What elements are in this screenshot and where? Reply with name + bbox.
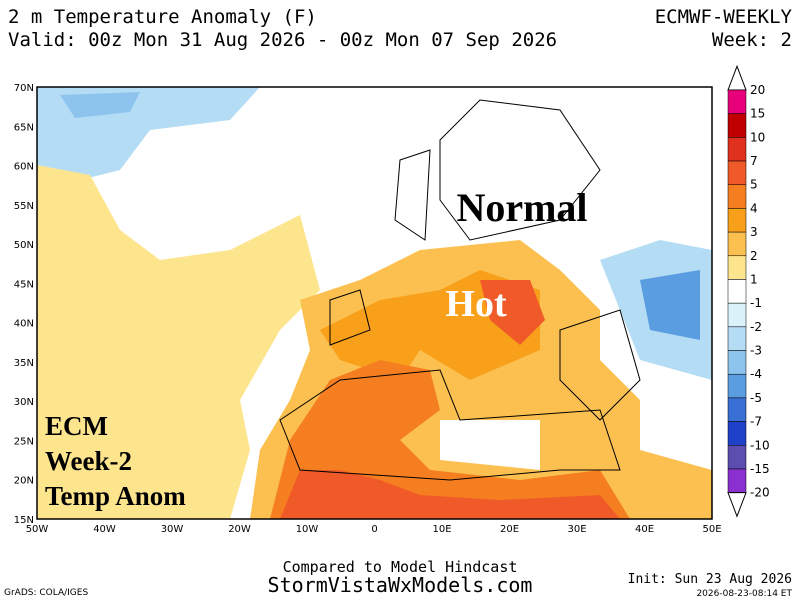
map: Normal Hot ECM Week-2 Temp Anom [36, 86, 713, 520]
colorbar-label: 2 [750, 249, 758, 263]
lat-label: 70N [14, 83, 34, 94]
colorbar-box [727, 255, 747, 280]
lon-label: 40E [635, 524, 654, 535]
neutral-area [440, 420, 540, 470]
map-frame [36, 86, 713, 520]
colorbar-label: -20 [750, 486, 770, 500]
colorbar-box [727, 373, 747, 399]
colorbar-box [727, 184, 747, 209]
lon-label: 20W [228, 524, 251, 535]
cool-area [640, 270, 700, 340]
title: 2 m Temperature Anomaly (F) [8, 6, 317, 28]
overlay-text: Temp Anom [45, 481, 186, 511]
colorbar: 20 15 10 7 5 4 3 2 1 -1 -2 -3 -4 -5 -7 -10 -15 -20 [727, 64, 770, 518]
colorbar-label: -15 [750, 462, 770, 476]
colorbar-box [727, 397, 747, 422]
lon-label: 50W [26, 524, 49, 535]
colorbar-box [727, 208, 747, 233]
lon-label: 30E [567, 524, 586, 535]
hot-area [280, 470, 620, 519]
init: Init: Sun 23 Aug 2026 [628, 572, 792, 587]
colorbar-box [727, 468, 747, 493]
lon-label: 50E [702, 524, 721, 535]
week: Week: 2 [712, 29, 792, 51]
warm-area [37, 165, 320, 519]
overlay-text: Week-2 [45, 446, 132, 476]
colorbar-label: 20 [750, 83, 765, 97]
colorbar-box [727, 113, 747, 138]
colorbar-box [727, 279, 747, 304]
colorbar-label: -4 [750, 367, 762, 381]
colorbar-box [727, 231, 747, 257]
model: ECMWF-WEEKLY [655, 6, 793, 28]
lon-label: 20E [500, 524, 519, 535]
colorbar-cap [727, 64, 747, 91]
lon-label: 10E [432, 524, 451, 535]
lat-label: 15N [14, 515, 34, 526]
lat-label: 65N [14, 122, 34, 133]
colorbar-label: -1 [750, 296, 762, 310]
colorbar-box [727, 421, 747, 446]
credit: GrADS: COLA/IGES [4, 588, 88, 598]
lat-label: 45N [14, 279, 34, 290]
colorbar-box [727, 326, 747, 351]
colorbar-label: 4 [750, 201, 758, 215]
colorbar-cap [727, 492, 747, 518]
colorbar-label: 7 [750, 154, 758, 168]
lat-label: 40N [14, 319, 34, 330]
lat-label: 30N [14, 397, 34, 408]
colorbar-label: 5 [750, 178, 758, 192]
colorbar-label: 15 [750, 107, 765, 121]
annotation-normal: Normal [456, 185, 587, 230]
annotation-hot: Hot [445, 283, 507, 325]
colorbar-label: 10 [750, 130, 765, 144]
overlay-text: ECM [45, 411, 108, 441]
colorbar-box [727, 89, 747, 114]
hindcast-note: Compared to Model Hindcast [283, 558, 518, 576]
lon-label: 30W [161, 524, 184, 535]
colorbar-box [727, 302, 747, 328]
valid-time: Valid: 00z Mon 31 Aug 2026 - 00z Mon 07 … [8, 29, 557, 51]
coastline [279, 99, 641, 481]
stamp: 2026-08-23-08:14 ET [696, 589, 792, 599]
lon-label: 10W [296, 524, 319, 535]
colorbar-label: -2 [750, 320, 762, 334]
colorbar-label: -3 [750, 344, 762, 358]
colorbar-box [727, 160, 747, 185]
colorbar-box [727, 137, 747, 162]
lat-label: 20N [14, 476, 34, 487]
lat-label: 55N [14, 201, 34, 212]
lat-label: 25N [14, 436, 34, 447]
lat-label: 50N [14, 240, 34, 251]
colorbar-box [727, 350, 747, 375]
lat-label: 60N [14, 162, 34, 173]
lon-label: 0 [371, 524, 377, 535]
colorbar-label: 3 [750, 225, 758, 239]
colorbar-label: -10 [750, 438, 770, 452]
colorbar-label: -5 [750, 391, 762, 405]
colorbar-box [727, 445, 747, 470]
lat-label: 35N [14, 358, 34, 369]
colorbar-label: 1 [750, 272, 758, 286]
cool-area [60, 92, 140, 118]
lon-label: 40W [93, 524, 116, 535]
site: StormVistaWxModels.com [268, 573, 533, 597]
hot-area [480, 280, 545, 345]
colorbar-label: -7 [750, 415, 762, 429]
